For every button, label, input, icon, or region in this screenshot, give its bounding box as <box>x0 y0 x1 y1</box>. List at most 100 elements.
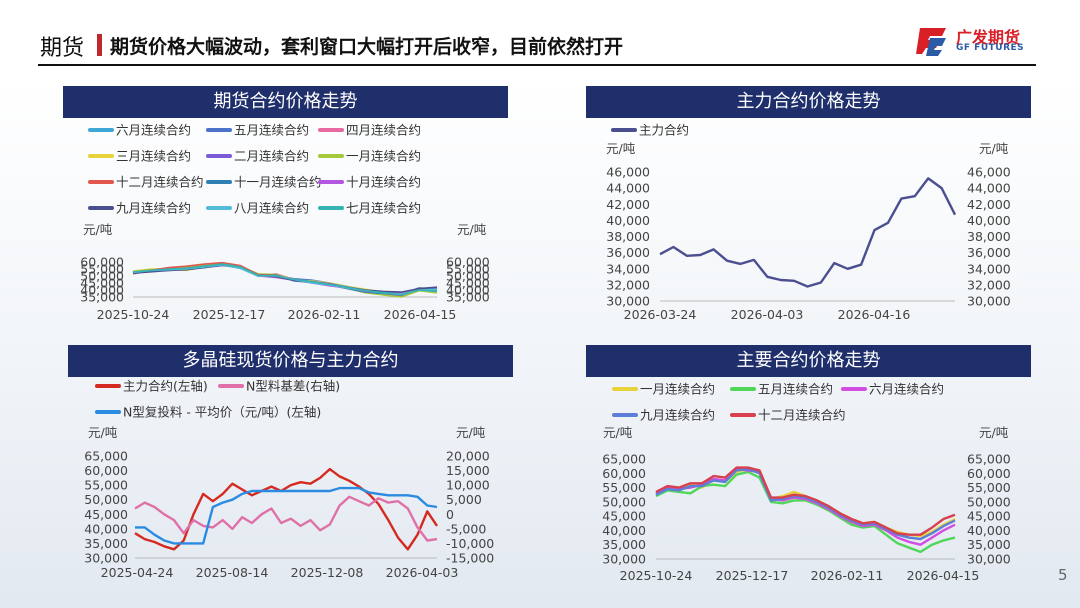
section-tag: 期货 <box>40 36 85 61</box>
legend-label: 三月连续合约 <box>116 149 191 164</box>
y-tick-right: 10,000 <box>446 478 490 493</box>
legend-label: 九月连续合约 <box>116 201 191 216</box>
legend-label: 十二月连续合约 <box>116 175 204 190</box>
legend-label: N型复投料 - 平均价（元/吨）(左轴) <box>123 405 321 420</box>
x-tick-label: 2026-04-15 <box>384 307 457 322</box>
y-tick-left: 55,000 <box>84 478 128 493</box>
y-tick-left: 42,000 <box>606 197 650 212</box>
x-tick-label: 2026-04-16 <box>838 307 911 322</box>
x-tick-label: 2025-10-24 <box>97 307 170 322</box>
axes-futures-contracts: 60,00055,00050,00045,00040,00035,00060,0… <box>80 255 490 323</box>
legend-label: 五月连续合约 <box>234 123 309 138</box>
series-line <box>655 470 956 554</box>
company-logo: 广发期货 GF FUTURES <box>916 24 1046 60</box>
y-tick-left: 30,000 <box>602 552 646 567</box>
y-tick-left: 36,000 <box>606 245 650 260</box>
y-tick-left: 40,000 <box>602 523 646 538</box>
y-tick-left: 32,000 <box>606 277 650 292</box>
y-tick-right: -5,000 <box>446 521 486 536</box>
legend-label: 主力合约 <box>639 123 689 138</box>
unit-right: 元/吨 <box>979 425 1009 440</box>
y-tick-right: 0 <box>446 507 454 522</box>
y-tick-right: 60,000 <box>967 466 1011 481</box>
y-tick-left: 55,000 <box>80 262 124 277</box>
series-line <box>132 263 438 296</box>
unit-left: 元/吨 <box>83 222 113 237</box>
x-tick-label: 2025-12-17 <box>193 307 266 322</box>
legend-label: 主力合约(左轴) <box>123 379 208 394</box>
y-tick-left: 44,000 <box>606 181 650 196</box>
y-tick-left: 65,000 <box>84 449 128 464</box>
y-tick-left: 50,000 <box>80 269 124 284</box>
y-tick-right: 30,000 <box>967 294 1011 309</box>
x-tick-label: 2025-08-14 <box>196 565 269 580</box>
y-tick-left: 50,000 <box>602 494 646 509</box>
background-wash <box>0 80 1080 608</box>
y-tick-right: 45,000 <box>967 509 1011 524</box>
chart-spot-vs-main: 主力合约(左轴) N型料基差(右轴) N型复投料 - 平均价（元/吨）(左轴) 元/吨… <box>84 379 494 581</box>
unit-right: 元/吨 <box>457 222 487 237</box>
legend-label: 二月连续合约 <box>234 149 309 164</box>
y-tick-left: 40,000 <box>84 521 128 536</box>
y-tick-left: 60,000 <box>602 466 646 481</box>
y-tick-left: 34,000 <box>606 261 650 276</box>
y-tick-right: 45,000 <box>446 276 490 291</box>
y-tick-right: 35,000 <box>967 537 1011 552</box>
panel-title-spot-vs-main: 多晶硅现货价格与主力合约 <box>68 345 513 377</box>
y-tick-right: 35,000 <box>446 290 490 305</box>
y-tick-right: 34,000 <box>967 261 1011 276</box>
y-tick-right: 60,000 <box>446 255 490 270</box>
y-tick-left: 35,000 <box>602 537 646 552</box>
y-tick-left: 30,000 <box>84 551 128 566</box>
y-tick-right: 5,000 <box>446 492 482 507</box>
panel-title-futures-contracts: 期货合约价格走势 <box>63 86 508 118</box>
y-tick-left: 46,000 <box>606 165 650 180</box>
header-rule <box>38 64 1036 66</box>
unit-left: 元/吨 <box>88 425 118 440</box>
legend-label: 五月连续合约 <box>758 382 833 397</box>
y-tick-right: 40,000 <box>446 283 490 298</box>
y-tick-left: 65,000 <box>602 452 646 467</box>
y-tick-left: 60,000 <box>80 255 124 270</box>
x-tick-label: 2025-12-17 <box>716 568 789 583</box>
y-tick-left: 35,000 <box>84 536 128 551</box>
x-tick-label: 2026-04-15 <box>907 568 980 583</box>
series-line <box>134 467 438 551</box>
y-tick-right: 40,000 <box>967 523 1011 538</box>
y-tick-left: 40,000 <box>80 283 124 298</box>
logo-cn-name: 广发期货 <box>956 28 1021 47</box>
y-tick-right: 50,000 <box>967 494 1011 509</box>
series-line <box>655 467 956 546</box>
series-line <box>655 467 956 541</box>
unit-right: 元/吨 <box>979 141 1009 156</box>
y-tick-right: 50,000 <box>446 269 490 284</box>
gf-logo-icon <box>916 28 946 56</box>
y-tick-left: 35,000 <box>80 290 124 305</box>
y-tick-right: 32,000 <box>967 277 1011 292</box>
unit-left: 元/吨 <box>606 141 636 156</box>
axes-major-contracts: 65,00060,00055,00050,00045,00040,00035,0… <box>602 452 1011 584</box>
y-tick-right: 42,000 <box>967 197 1011 212</box>
legend-label: 一月连续合约 <box>640 382 715 397</box>
legend-label: 八月连续合约 <box>234 201 309 216</box>
legend-label: 十一月连续合约 <box>234 175 322 190</box>
logo-en-name: GF FUTURES <box>956 43 1025 53</box>
legend-label: 六月连续合约 <box>869 382 944 397</box>
x-tick-label: 2025-10-24 <box>620 568 693 583</box>
legend-label: 六月连续合约 <box>116 123 191 138</box>
series-line <box>659 177 957 288</box>
legend-label: 九月连续合约 <box>640 408 715 423</box>
y-tick-right: -15,000 <box>446 551 494 566</box>
y-tick-right: 55,000 <box>967 480 1011 495</box>
legend-main-contract: 主力合约 <box>611 123 689 138</box>
axes-spot-vs-main: 65,00060,00055,00050,00045,00040,00035,0… <box>84 449 494 581</box>
y-tick-left: 45,000 <box>602 509 646 524</box>
x-tick-label: 2026-03-24 <box>624 307 697 322</box>
legend-label: 一月连续合约 <box>346 149 421 164</box>
x-tick-label: 2026-02-11 <box>811 568 884 583</box>
x-tick-label: 2025-12-08 <box>291 565 364 580</box>
y-tick-left: 45,000 <box>80 276 124 291</box>
